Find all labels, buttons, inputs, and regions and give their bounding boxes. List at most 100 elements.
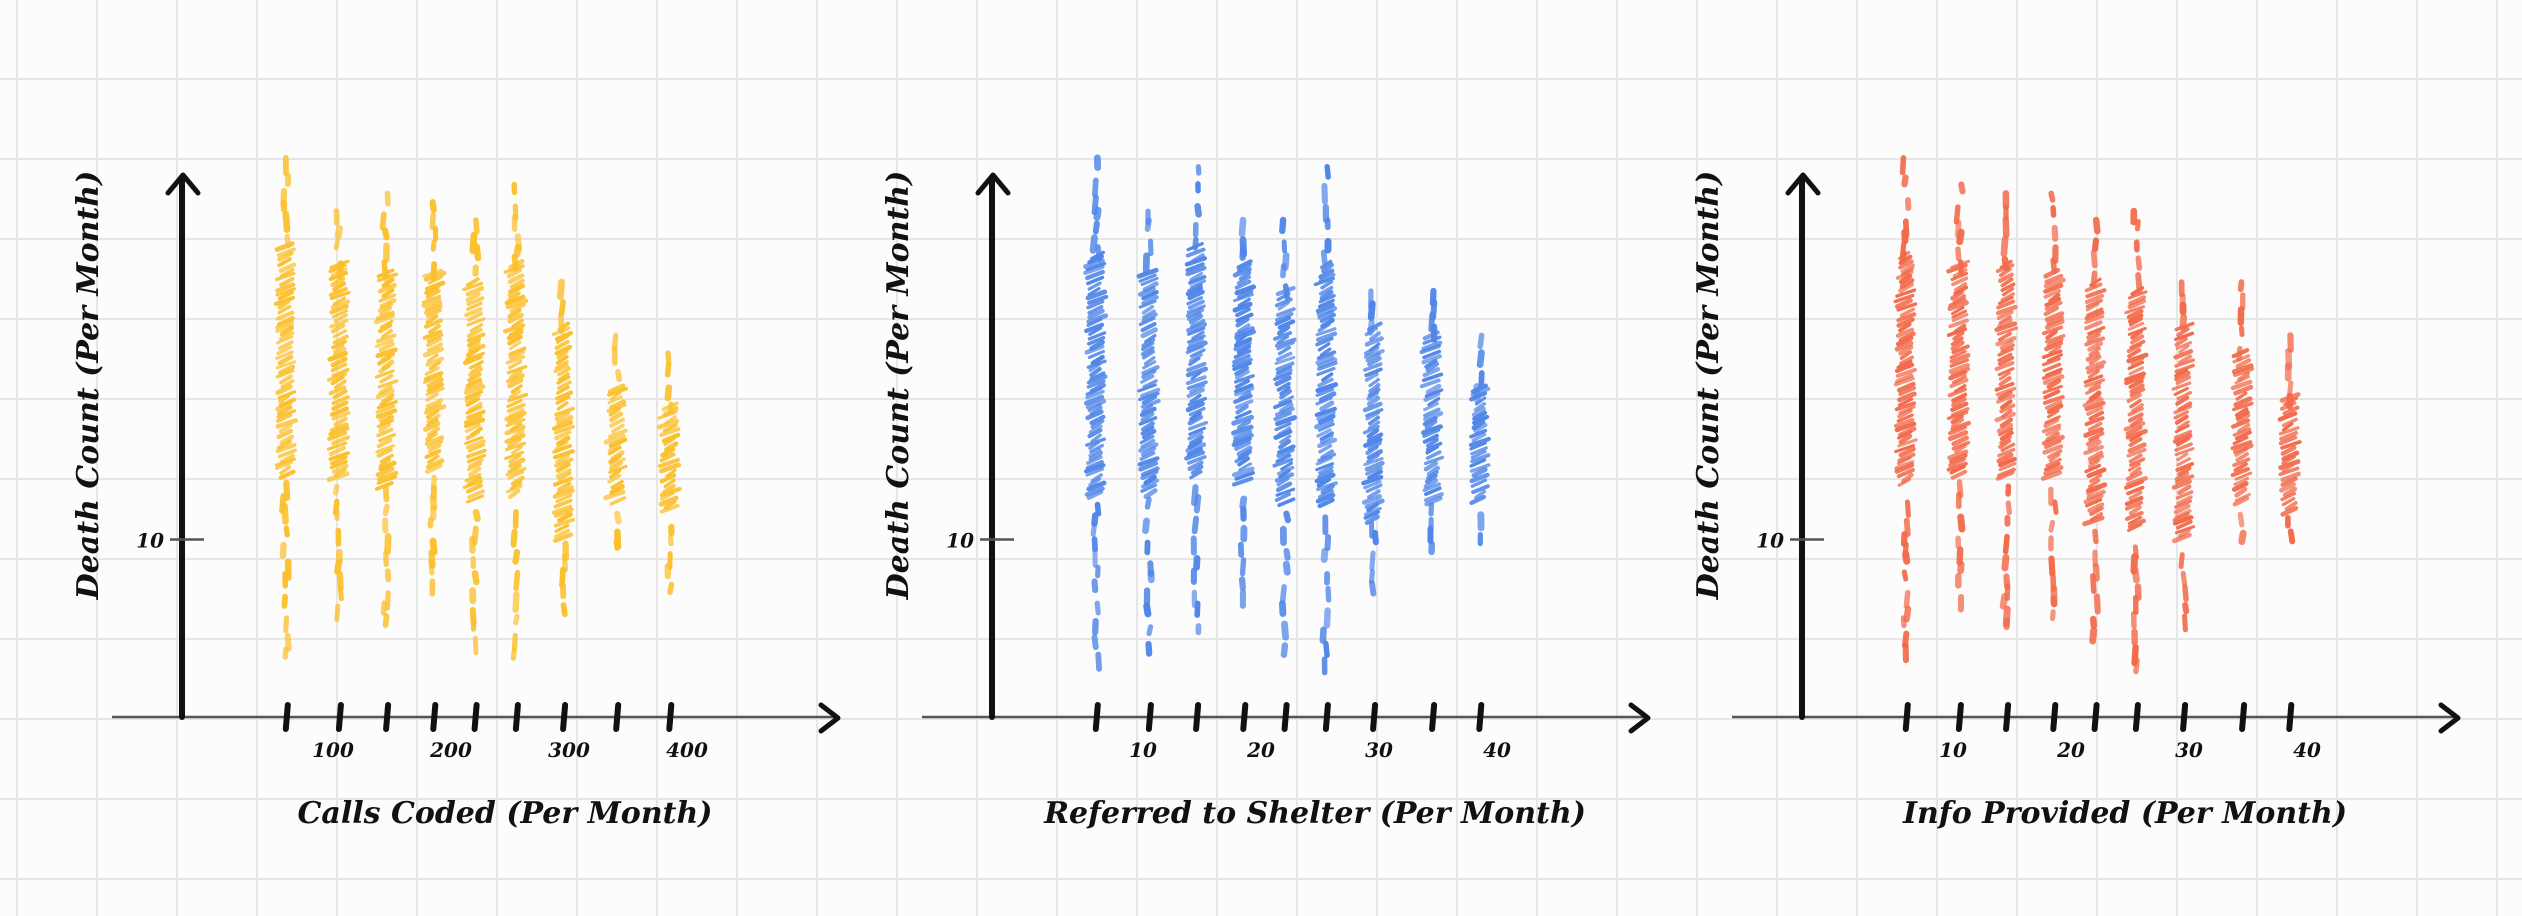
x-tick-label: 40 (1483, 738, 1511, 762)
data-point (1273, 331, 1293, 341)
data-point (1274, 297, 1293, 308)
data-point (1085, 389, 1105, 400)
data-point (1190, 464, 1204, 475)
data-point (1086, 480, 1107, 492)
data-point (1949, 350, 1967, 360)
data-point (1085, 289, 1108, 301)
data-point (1089, 234, 1098, 254)
data-point (1276, 341, 1295, 351)
data-point (1317, 422, 1335, 432)
data-point (1185, 285, 1204, 297)
data-point (465, 285, 485, 297)
data-point (1363, 349, 1385, 359)
x-tick-label: 30 (1365, 738, 1393, 762)
data-point (2173, 503, 2191, 515)
data-point (1084, 463, 1106, 474)
data-point (554, 360, 569, 370)
data-point (1317, 361, 1338, 371)
data-point (1422, 330, 1440, 341)
data-point (1424, 358, 1438, 369)
data-point (1190, 371, 1202, 381)
data-point (1367, 415, 1381, 426)
data-point (2089, 473, 2103, 484)
data-point (374, 313, 396, 325)
data-point (557, 372, 570, 382)
data-point (468, 466, 482, 478)
data-point (465, 430, 480, 441)
data-point (1901, 174, 1909, 188)
data-point (2231, 481, 2249, 492)
data-point (2045, 426, 2062, 437)
data-point (469, 231, 478, 255)
data-point (2235, 410, 2250, 421)
data-point (376, 437, 393, 449)
data-point (1273, 399, 1293, 410)
data-point (1997, 318, 2013, 329)
data-point (508, 389, 521, 400)
data-point (279, 276, 295, 288)
data-point (274, 271, 296, 282)
data-point (1186, 310, 1202, 322)
data-point (468, 340, 481, 351)
data-point (425, 386, 445, 397)
data-point (280, 379, 295, 389)
data-point (425, 431, 438, 442)
data-point (279, 465, 291, 475)
data-point (2177, 465, 2192, 477)
x-tick-label: 20 (1246, 738, 1275, 762)
data-point (473, 243, 482, 262)
data-point (425, 313, 439, 325)
data-point (1231, 436, 1252, 448)
data-point (379, 373, 394, 384)
data-point (1469, 441, 1487, 451)
data-point (1895, 373, 1914, 384)
data-point (1316, 350, 1337, 361)
data-point (1234, 365, 1250, 376)
data-point (1231, 476, 1254, 487)
data-point (331, 339, 348, 350)
data-point (504, 450, 525, 460)
data-point (1139, 406, 1157, 418)
data-point (2178, 344, 2190, 354)
data-point (329, 259, 350, 269)
data-point (1472, 414, 1490, 425)
x-tick-label: 200 (429, 738, 472, 762)
data-point (554, 424, 575, 435)
data-point (1951, 344, 1970, 355)
x-tick-mark (1370, 702, 1379, 732)
data-point (1425, 437, 1439, 448)
data-point (1319, 626, 1327, 644)
data-point (1319, 312, 1336, 323)
data-point (556, 349, 569, 360)
data-point (2281, 422, 2294, 432)
data-point (1366, 395, 1381, 407)
data-point (2125, 476, 2148, 487)
data-point (2174, 367, 2189, 378)
x-tick-mark (2003, 702, 2012, 732)
data-point (1234, 369, 1250, 380)
data-point (667, 534, 674, 547)
data-point (1995, 335, 2017, 347)
data-point (2233, 476, 2250, 487)
data-point (421, 297, 442, 308)
data-point (2082, 397, 2104, 408)
data-point (2232, 354, 2251, 364)
data-point (505, 467, 527, 477)
data-point (2171, 381, 2192, 391)
data-point (2287, 528, 2296, 545)
data-point (2044, 297, 2062, 307)
data-point (328, 426, 350, 437)
data-point (1188, 421, 1208, 431)
data-point (274, 319, 295, 330)
x-tick-label: 30 (2175, 738, 2203, 762)
data-point (507, 308, 522, 319)
data-point (2043, 465, 2064, 476)
data-point (1280, 461, 1294, 471)
data-point (508, 457, 526, 469)
data-point (1141, 341, 1155, 352)
data-point (1364, 514, 1380, 526)
data-point (466, 453, 486, 464)
data-point (275, 384, 293, 396)
data-point (1276, 334, 1290, 345)
data-point (1187, 299, 1205, 310)
